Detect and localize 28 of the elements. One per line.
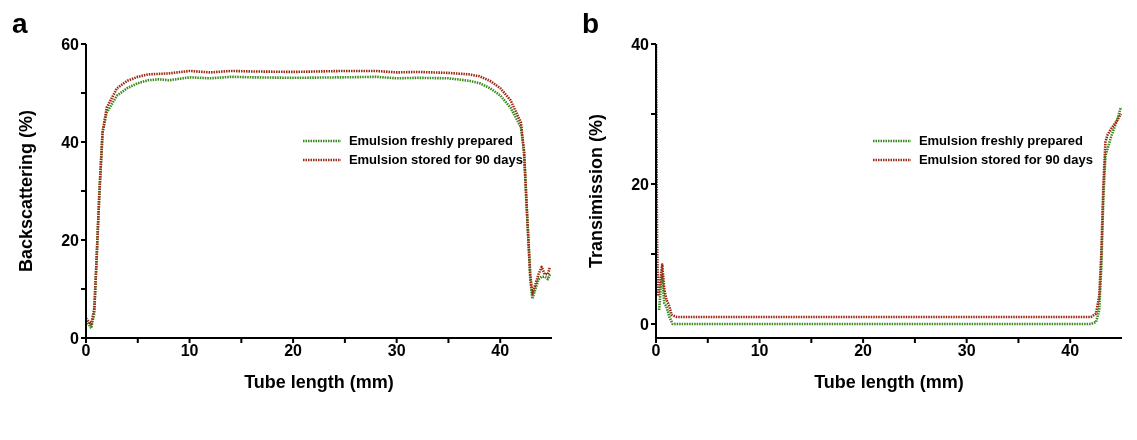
y-tick-label: 60 — [61, 35, 80, 53]
legend-label: Emulsion stored for 90 days — [348, 152, 523, 167]
x-tick-label: 10 — [750, 342, 769, 360]
x-tick-label: 10 — [180, 342, 199, 360]
y-axis-title: Backscattering (%) — [16, 109, 37, 273]
x-tick-label: 20 — [854, 342, 873, 360]
x-axis-title: Tube length (mm) — [814, 372, 964, 392]
legend-label: Emulsion freshly prepared — [348, 133, 513, 148]
x-tick-label: 40 — [491, 342, 510, 360]
x-tick-label: 20 — [284, 342, 303, 360]
y-tick-label: 20 — [61, 231, 80, 249]
x-tick-label: 40 — [1061, 342, 1080, 360]
x-tick-label: 0 — [651, 342, 661, 360]
y-tick-label: 20 — [631, 175, 650, 193]
chart-title: a — [12, 8, 28, 40]
x-tick-label: 0 — [81, 342, 91, 360]
y-tick-label: 40 — [61, 133, 80, 151]
chart-title: b — [582, 8, 600, 40]
legend-label: Emulsion freshly prepared — [918, 133, 1083, 148]
y-axis-title: Transimission (%) — [586, 113, 607, 269]
y-tick-label: 40 — [631, 35, 650, 53]
x-axis-title: Tube length (mm) — [244, 372, 394, 392]
legend-label: Emulsion stored for 90 days — [918, 152, 1093, 167]
y-tick-label: 0 — [70, 329, 80, 347]
x-tick-label: 30 — [387, 342, 406, 360]
x-tick-label: 30 — [957, 342, 976, 360]
y-tick-label: 0 — [640, 315, 650, 333]
line-series — [657, 105, 1122, 326]
